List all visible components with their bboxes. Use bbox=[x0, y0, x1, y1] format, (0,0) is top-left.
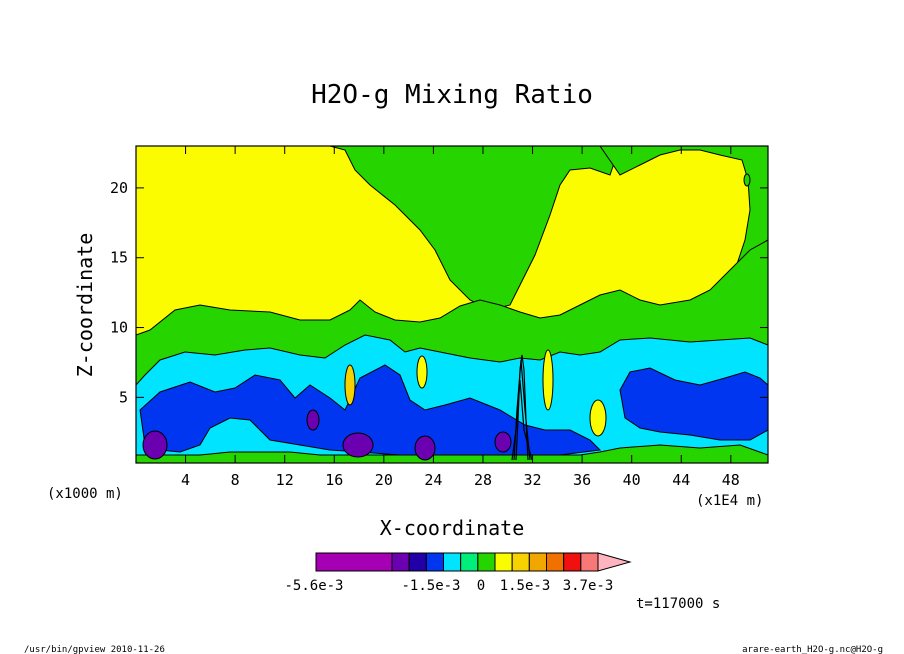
colorbar-segment bbox=[563, 552, 582, 572]
colorbar-segment bbox=[511, 552, 530, 572]
x-tick-label: 40 bbox=[623, 471, 641, 489]
colorbar-arrow bbox=[597, 552, 632, 572]
colorbar-labels: -5.6e-3 -1.5e-3 0 1.5e-3 3.7e-3 bbox=[284, 578, 613, 594]
x-unit-right: (x1E4 m) bbox=[696, 493, 763, 509]
colorbar-label: 3.7e-3 bbox=[563, 578, 614, 594]
region-green-spot bbox=[743, 173, 751, 187]
x-tick-label: 16 bbox=[325, 471, 343, 489]
footer-left: /usr/bin/gpview 2010-11-26 bbox=[24, 645, 165, 654]
x-tick-label: 24 bbox=[424, 471, 442, 489]
colorbar-segment bbox=[391, 552, 410, 572]
region-blue bbox=[139, 364, 602, 456]
y-tick-label: 5 bbox=[119, 388, 128, 406]
x-unit-left: (x1000 m) bbox=[47, 486, 123, 502]
y-axis-ticks: 5 10 15 20 bbox=[110, 179, 768, 406]
y-tick-label: 10 bbox=[110, 319, 128, 337]
x-tick-label: 8 bbox=[231, 471, 240, 489]
colorbar-segment bbox=[425, 552, 445, 572]
colorbar bbox=[315, 552, 632, 572]
colorbar-segment bbox=[460, 552, 479, 572]
colorbar-segment bbox=[408, 552, 427, 572]
chart-title: H2O-g Mixing Ratio bbox=[311, 80, 593, 110]
y-tick-label: 20 bbox=[110, 179, 128, 197]
colorbar-segment bbox=[315, 552, 393, 572]
colorbar-label: -5.6e-3 bbox=[284, 578, 343, 594]
y-axis-label: Z-coordinate bbox=[73, 233, 97, 378]
region-blue-right bbox=[619, 367, 768, 441]
x-tick-label: 20 bbox=[375, 471, 393, 489]
region-purple-4 bbox=[494, 431, 512, 453]
colorbar-segment bbox=[546, 552, 565, 572]
colorbar-label: -1.5e-3 bbox=[401, 578, 460, 594]
x-tick-label: 36 bbox=[573, 471, 591, 489]
x-tick-label: 44 bbox=[672, 471, 690, 489]
x-tick-label: 12 bbox=[276, 471, 294, 489]
plot-frame bbox=[135, 145, 769, 464]
region-purple-3 bbox=[414, 435, 436, 461]
x-axis-label: X-coordinate bbox=[380, 516, 525, 540]
colorbar-segment bbox=[580, 552, 599, 572]
time-label: t=117000 s bbox=[636, 596, 720, 612]
x-tick-label: 48 bbox=[722, 471, 740, 489]
region-yellow-spot-1 bbox=[344, 364, 356, 406]
colorbar-label: 1.5e-3 bbox=[500, 578, 551, 594]
region-purple-2 bbox=[342, 432, 374, 458]
colorbar-segment bbox=[443, 552, 462, 572]
colorbar-segment bbox=[477, 552, 496, 572]
y-tick-label: 15 bbox=[110, 249, 128, 267]
x-tick-label: 28 bbox=[474, 471, 492, 489]
x-axis-ticks: 4 8 12 16 20 24 28 32 36 40 44 48 bbox=[181, 146, 740, 489]
region-convective-core bbox=[511, 354, 533, 461]
colorbar-label: 0 bbox=[477, 578, 485, 594]
region-yellow-spot-4 bbox=[589, 399, 607, 437]
x-tick-label: 32 bbox=[524, 471, 542, 489]
region-purple-1 bbox=[142, 430, 168, 460]
x-tick-label: 4 bbox=[181, 471, 190, 489]
colorbar-segment bbox=[528, 552, 547, 572]
region-yellow-spot-2 bbox=[416, 355, 428, 389]
region-yellow-spot-3 bbox=[542, 349, 554, 411]
footer-right: arare-earth_H2O-g.nc@H2O-g bbox=[742, 645, 883, 654]
region-purple-5 bbox=[306, 409, 320, 431]
colorbar-segment bbox=[494, 552, 513, 572]
